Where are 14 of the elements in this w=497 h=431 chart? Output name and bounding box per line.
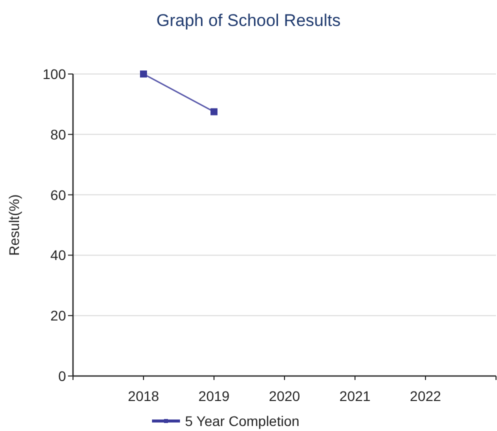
x-tick-label: 2020	[268, 388, 300, 404]
x-tick-label: 2022	[410, 388, 442, 404]
x-tick-label: 2019	[198, 388, 230, 404]
x-tick-label: 2018	[128, 388, 160, 404]
x-tick-label: 2021	[339, 388, 371, 404]
y-tick-label: 80	[50, 126, 66, 142]
y-tick-label: 0	[58, 368, 66, 384]
y-axis-title: Result(%)	[6, 194, 22, 256]
y-tick-label: 100	[42, 66, 66, 82]
y-tick-label: 40	[50, 247, 66, 264]
y-tick-label: 20	[50, 308, 66, 324]
y-tick-label: 60	[50, 186, 66, 203]
legend-label: 5 Year Completion	[185, 413, 300, 429]
chart-title: Graph of School Results	[156, 11, 341, 30]
